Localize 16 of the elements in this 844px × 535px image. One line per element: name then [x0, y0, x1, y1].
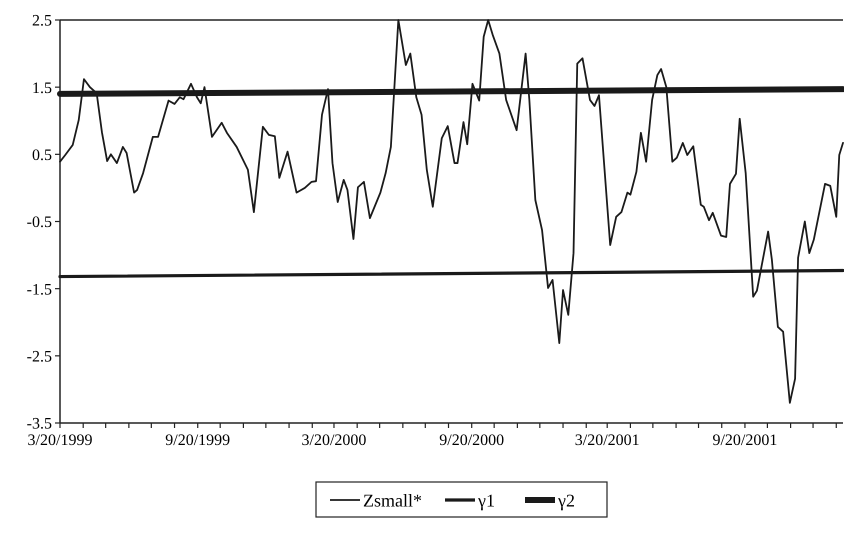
legend-label: γ1 — [477, 490, 495, 510]
y-tick-label: -2.5 — [26, 348, 52, 366]
x-tick-label: 9/20/2000 — [439, 432, 504, 449]
legend-label: γ2 — [557, 490, 575, 510]
x-tick-label: 3/20/2000 — [302, 432, 366, 449]
legend-label: Zsmall* — [363, 490, 422, 510]
y-tick-label: -1.5 — [26, 281, 52, 298]
y-tick-label: -3.5 — [26, 416, 52, 433]
y-tick-label: 2.5 — [32, 12, 52, 30]
y-tick-label: 0.5 — [32, 146, 52, 164]
x-tick-label: 3/20/1999 — [28, 432, 92, 449]
y-tick-label: 1.5 — [32, 80, 52, 97]
x-tick-label: 9/20/1999 — [165, 432, 230, 449]
y-tick-label: -0.5 — [26, 214, 52, 232]
x-tick-label: 9/20/2001 — [712, 432, 778, 449]
x-tick-label: 3/20/2001 — [574, 432, 640, 449]
